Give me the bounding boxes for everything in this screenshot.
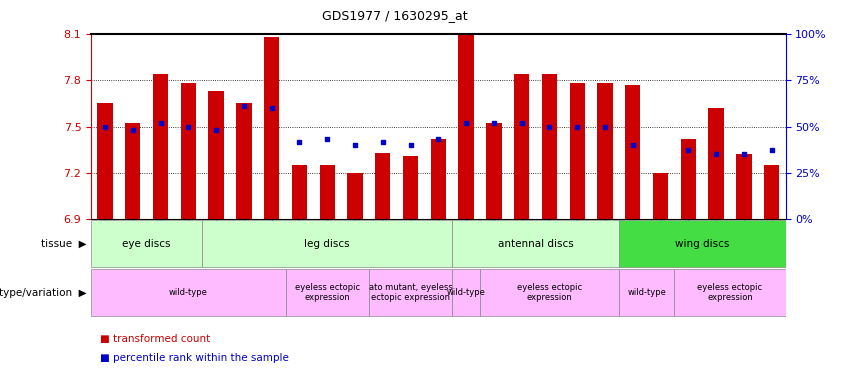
Bar: [403, 156, 418, 219]
Bar: [569, 83, 585, 219]
Text: GDS1977 / 1630295_at: GDS1977 / 1630295_at: [322, 9, 468, 22]
Text: eyeless ectopic
expression: eyeless ectopic expression: [294, 283, 360, 302]
Bar: [625, 85, 641, 219]
Bar: [91, 220, 202, 267]
Bar: [708, 108, 724, 219]
Bar: [619, 269, 674, 316]
Bar: [431, 139, 446, 219]
Bar: [153, 74, 168, 219]
Text: antennal discs: antennal discs: [497, 239, 574, 249]
Text: wild-type: wild-type: [628, 288, 666, 297]
Text: ato mutant, eyeless
ectopic expression: ato mutant, eyeless ectopic expression: [369, 283, 452, 302]
Text: leg discs: leg discs: [305, 239, 350, 249]
Bar: [619, 220, 786, 267]
Bar: [674, 269, 786, 316]
Bar: [480, 269, 619, 316]
Bar: [653, 173, 668, 219]
Text: wing discs: wing discs: [675, 239, 729, 249]
Bar: [514, 74, 529, 219]
Bar: [597, 83, 613, 219]
Bar: [264, 37, 279, 219]
Text: ■ transformed count: ■ transformed count: [100, 334, 210, 344]
Bar: [181, 83, 196, 219]
Bar: [347, 173, 363, 219]
Bar: [91, 269, 286, 316]
Bar: [369, 269, 452, 316]
Bar: [208, 91, 224, 219]
Text: genotype/variation  ▶: genotype/variation ▶: [0, 288, 87, 297]
Text: eyeless ectopic
expression: eyeless ectopic expression: [697, 283, 763, 302]
Bar: [319, 165, 335, 219]
Text: ■ percentile rank within the sample: ■ percentile rank within the sample: [100, 353, 289, 363]
Bar: [292, 165, 307, 219]
Text: wild-type: wild-type: [169, 288, 207, 297]
Bar: [486, 123, 502, 219]
Bar: [736, 154, 752, 219]
Bar: [375, 153, 391, 219]
Bar: [458, 35, 474, 219]
Text: eye discs: eye discs: [122, 239, 171, 249]
Bar: [97, 104, 113, 219]
Bar: [286, 269, 369, 316]
Bar: [202, 220, 452, 267]
Bar: [764, 165, 779, 219]
Bar: [125, 123, 141, 219]
Text: eyeless ectopic
expression: eyeless ectopic expression: [516, 283, 582, 302]
Text: tissue  ▶: tissue ▶: [41, 239, 87, 249]
Bar: [452, 269, 480, 316]
Text: wild-type: wild-type: [447, 288, 485, 297]
Bar: [542, 74, 557, 219]
Bar: [452, 220, 619, 267]
Bar: [236, 104, 252, 219]
Bar: [681, 139, 696, 219]
